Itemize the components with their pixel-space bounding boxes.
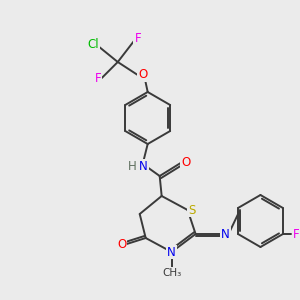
Text: S: S: [188, 203, 195, 217]
Text: N: N: [167, 245, 176, 259]
Text: F: F: [292, 227, 299, 241]
Text: N: N: [139, 160, 148, 172]
Text: H: H: [128, 160, 137, 172]
Text: N: N: [221, 227, 230, 241]
Text: O: O: [138, 68, 147, 82]
Text: O: O: [117, 238, 126, 250]
Text: CH₃: CH₃: [162, 268, 181, 278]
Text: F: F: [94, 73, 101, 85]
Text: Cl: Cl: [87, 38, 99, 50]
Text: F: F: [134, 32, 141, 46]
Text: O: O: [181, 157, 190, 169]
